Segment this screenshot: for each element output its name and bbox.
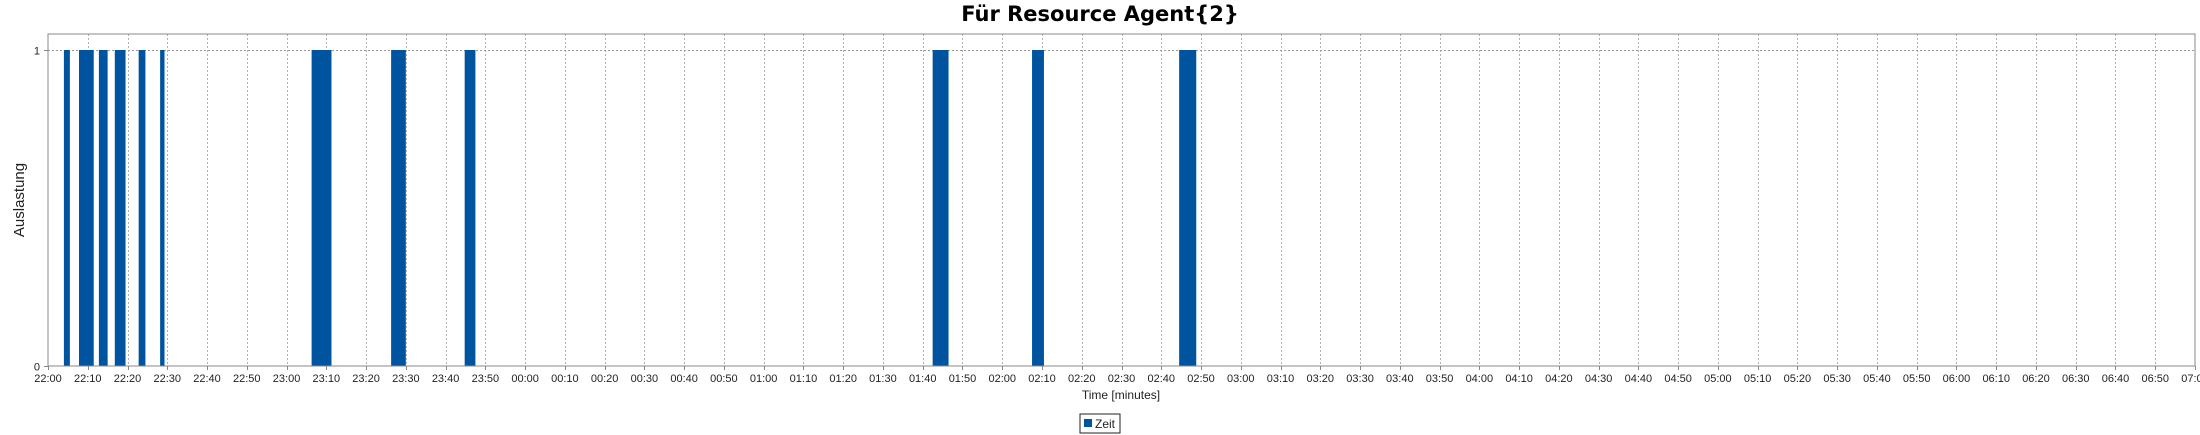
x-tick-label: 06:00 [1943, 373, 1971, 385]
x-tick-label: 22:20 [114, 373, 142, 385]
x-tick-label: 01:40 [909, 373, 937, 385]
legend-swatch [1084, 419, 1092, 427]
plot-area [48, 34, 2195, 366]
x-tick-label: 23:10 [313, 373, 341, 385]
x-tick-label: 22:00 [34, 373, 62, 385]
x-tick-label: 00:20 [591, 373, 619, 385]
x-tick-label: 22:30 [154, 373, 182, 385]
x-tick-label: 23:40 [432, 373, 460, 385]
x-tick-label: 22:10 [74, 373, 102, 385]
x-tick-label: 03:00 [1227, 373, 1255, 385]
x-tick-label: 02:40 [1147, 373, 1175, 385]
bar [391, 50, 406, 366]
x-tick-label: 06:40 [2102, 373, 2130, 385]
legend: Zeit [1079, 413, 1121, 434]
x-tick-label: 03:50 [1426, 373, 1454, 385]
x-tick-label: 02:50 [1187, 373, 1215, 385]
chart-title: Für Resource Agent{2} [961, 2, 1239, 26]
x-tick-label: 04:40 [1625, 373, 1653, 385]
x-tick-label: 03:20 [1307, 373, 1335, 385]
x-tick-label: 22:40 [193, 373, 221, 385]
bar [63, 50, 70, 366]
grid-lines [48, 34, 2195, 366]
x-tick-label: 06:20 [2022, 373, 2050, 385]
x-tick-label: 02:20 [1068, 373, 1096, 385]
bar [160, 50, 165, 366]
bar [311, 50, 332, 366]
x-tick-label: 00:10 [551, 373, 579, 385]
x-tick-label: 03:30 [1346, 373, 1374, 385]
x-tick-label: 04:30 [1585, 373, 1613, 385]
x-tick-label: 23:30 [392, 373, 420, 385]
x-tick-label: 04:10 [1505, 373, 1533, 385]
x-tick-label: 02:30 [1108, 373, 1136, 385]
x-axis-ticks: 22:00 22:10 22:20 22:30 22:40 22:50 23:00 23:10… [34, 366, 2200, 385]
bar [98, 50, 108, 366]
x-tick-label: 01:50 [949, 373, 977, 385]
x-tick-label: 01:20 [829, 373, 857, 385]
x-tick-label: 04:00 [1466, 373, 1494, 385]
x-tick-label: 05:10 [1744, 373, 1772, 385]
x-tick-label: 03:40 [1386, 373, 1414, 385]
x-tick-label: 00:30 [631, 373, 659, 385]
bar [464, 50, 476, 366]
x-tick-label: 00:00 [511, 373, 539, 385]
x-tick-label: 06:50 [2141, 373, 2169, 385]
x-tick-label: 23:00 [273, 373, 301, 385]
x-tick-label: 01:10 [790, 373, 818, 385]
x-tick-label: 04:50 [1664, 373, 1692, 385]
x-tick-label: 02:10 [1028, 373, 1056, 385]
bar [932, 50, 949, 366]
data-bars [63, 50, 1197, 366]
legend-box [1079, 413, 1121, 434]
x-tick-label: 03:10 [1267, 373, 1295, 385]
x-tick-label: 07:00 [2181, 373, 2200, 385]
y-tick-label: 1 [34, 46, 40, 58]
bar [1179, 50, 1197, 366]
legend-label-zeit: Zeit [1095, 417, 1116, 431]
x-tick-label: 05:40 [1863, 373, 1891, 385]
x-tick-label: 00:50 [710, 373, 738, 385]
x-tick-label: 05:30 [1823, 373, 1851, 385]
x-tick-label: 01:30 [869, 373, 897, 385]
x-tick-label: 05:00 [1704, 373, 1732, 385]
y-axis-label: Auslastung [11, 163, 28, 237]
x-tick-label: 02:00 [988, 373, 1016, 385]
bar [79, 50, 94, 366]
plot-border [47, 33, 2196, 367]
x-tick-label: 00:40 [670, 373, 698, 385]
bar [114, 50, 126, 366]
x-tick-label: 22:50 [233, 373, 261, 385]
x-tick-label: 05:50 [1903, 373, 1931, 385]
x-tick-label: 04:20 [1545, 373, 1573, 385]
y-tick-label: 0 [34, 362, 40, 374]
x-tick-label: 06:30 [2062, 373, 2090, 385]
x-tick-label: 01:00 [750, 373, 778, 385]
x-tick-label: 23:20 [352, 373, 380, 385]
x-tick-label: 23:50 [472, 373, 500, 385]
x-tick-label: 06:10 [1982, 373, 2010, 385]
y-axis-ticks: 01 [34, 46, 48, 374]
bar [138, 50, 146, 366]
x-tick-label: 05:20 [1784, 373, 1812, 385]
x-axis-label: Time [minutes] [1082, 388, 1160, 402]
bar [1032, 50, 1044, 366]
